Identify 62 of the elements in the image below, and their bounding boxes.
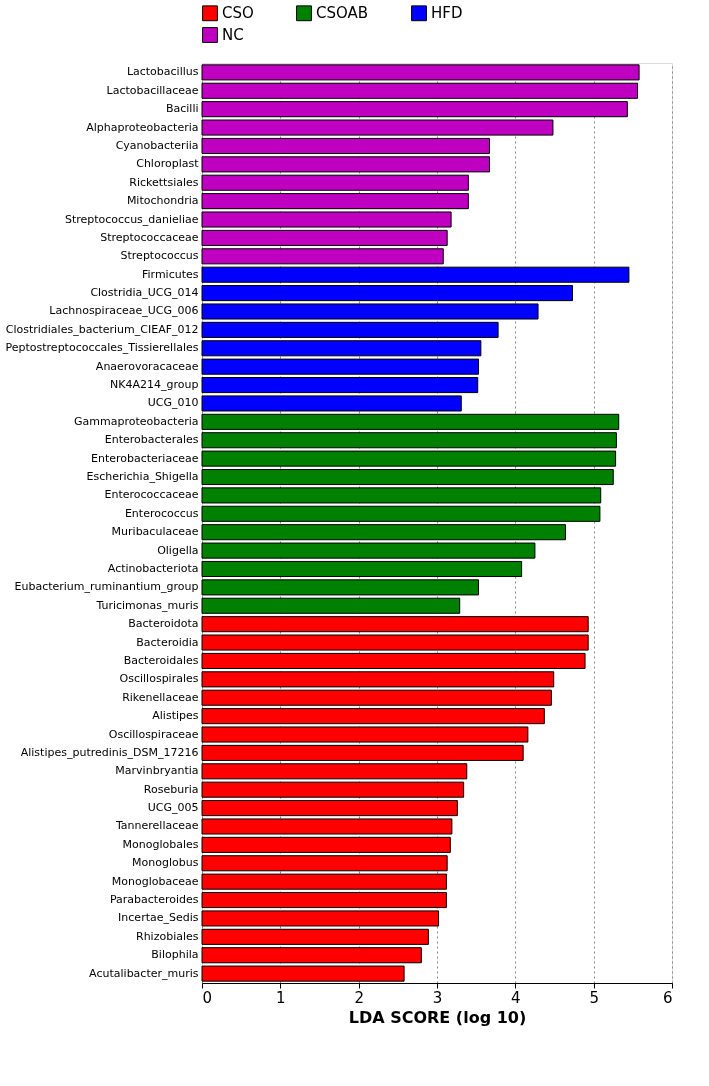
y-tick-label: Streptococcaceae bbox=[100, 230, 199, 244]
y-tick-label: Chloroplast bbox=[136, 157, 200, 171]
y-tick-label: Bacilli bbox=[165, 102, 199, 116]
x-tick-label: 3 bbox=[432, 988, 443, 1007]
y-tick-label: Clostridia_UCG_014 bbox=[90, 286, 199, 300]
y-tick-label: Alphaproteobacteria bbox=[86, 120, 199, 134]
y-tick-label: Escherichia_Shigella bbox=[86, 470, 199, 484]
legend-label: CSOAB bbox=[316, 4, 369, 23]
y-tick-label: Bacteroidales bbox=[123, 653, 199, 667]
y-tick-label: Parabacteroides bbox=[109, 893, 199, 907]
y-tick-label: Incertae_Sedis bbox=[118, 911, 199, 925]
y-tick-label: Monoglobales bbox=[122, 837, 199, 851]
y-tick-label: Enterobacteriaceae bbox=[90, 451, 199, 465]
y-tick-label: Oscillospirales bbox=[119, 672, 199, 686]
y-tick-label: UCG_010 bbox=[147, 396, 199, 410]
y-tick-label: UCG_005 bbox=[147, 801, 199, 815]
y-tick-label: Roseburia bbox=[143, 782, 199, 796]
y-tick-label: Marvinbryantia bbox=[115, 764, 199, 778]
y-tick-label: Peptostreptococcales_Tissierellales bbox=[5, 341, 199, 355]
y-tick-label: Lactobacillus bbox=[126, 65, 199, 79]
y-tick-label: Eubacterium_ruminantium_group bbox=[14, 580, 199, 594]
y-tick-label: Streptococcus bbox=[120, 249, 199, 263]
y-tick-label: Oligella bbox=[157, 543, 199, 557]
y-tick-label: Rikenellaceae bbox=[122, 690, 199, 704]
y-tick-label: Acutalibacter_muris bbox=[89, 966, 199, 980]
y-tick-label: Anaerovoracaceae bbox=[95, 359, 199, 373]
x-tick-label: 1 bbox=[276, 988, 286, 1007]
y-tick-label: Enterobacterales bbox=[104, 433, 199, 447]
y-tick-label: NK4A214_group bbox=[110, 378, 199, 392]
y-tick-label: Monoglobus bbox=[132, 856, 199, 870]
x-tick-label: 6 bbox=[662, 988, 673, 1007]
y-tick-label: Gammaproteobacteria bbox=[74, 414, 199, 428]
y-tick-label: Enterococcaceae bbox=[104, 488, 199, 502]
x-tick-label: 5 bbox=[589, 988, 599, 1007]
y-tick-label: Bacteroidota bbox=[128, 617, 199, 631]
y-tick-label: Tannerellaceae bbox=[114, 819, 199, 833]
y-tick-label: Alistipes bbox=[152, 709, 199, 723]
y-tick-label: Clostridiales_bacterium_CIEAF_012 bbox=[5, 322, 199, 336]
y-tick-label: Cyanobacteriia bbox=[115, 138, 199, 152]
y-tick-label: Turicimonas_muris bbox=[95, 598, 199, 612]
y-tick-label: Enterococcus bbox=[124, 506, 199, 520]
y-tick-label: Mitochondria bbox=[126, 194, 199, 208]
y-tick-label: Bilophila bbox=[151, 948, 199, 962]
y-tick-label: Streptococcus_danieliae bbox=[64, 212, 199, 226]
x-tick-label: 2 bbox=[354, 988, 364, 1007]
y-tick-label: Alistipes_putredinis_DSM_17216 bbox=[20, 745, 199, 759]
y-tick-label: Actinobacteriota bbox=[107, 561, 199, 575]
y-tick-label: Muribaculaceae bbox=[111, 525, 199, 539]
y-tick-label: Bacteroidia bbox=[136, 635, 199, 649]
x-tick-label: 4 bbox=[511, 988, 521, 1007]
y-tick-label: Lactobacillaceae bbox=[106, 83, 199, 97]
y-tick-label: Firmicutes bbox=[141, 267, 199, 281]
x-axis-title: LDA SCORE (log 10) bbox=[348, 1007, 527, 1027]
y-tick-label: Lachnospiraceae_UCG_006 bbox=[49, 304, 199, 318]
y-tick-label: Rickettsiales bbox=[129, 175, 199, 189]
x-tick-label: 0 bbox=[202, 988, 213, 1007]
y-tick-label: Rhizobiales bbox=[135, 929, 199, 943]
legend-label: CSO bbox=[222, 4, 254, 23]
legend-label: HFD bbox=[431, 4, 463, 23]
y-tick-label: Monoglobaceae bbox=[111, 874, 199, 888]
y-tick-label: Oscillospiraceae bbox=[108, 727, 199, 741]
legend-label: NC bbox=[222, 26, 244, 44]
